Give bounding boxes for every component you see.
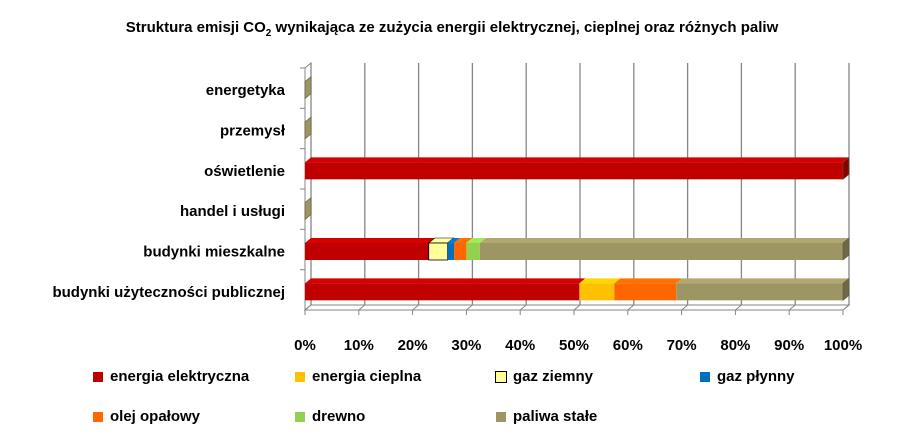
bar-segment-top xyxy=(305,157,849,163)
x-tick-label: 100% xyxy=(824,337,862,354)
category-label: budynki mieszkalne xyxy=(143,244,285,261)
bar-segment-top xyxy=(454,238,473,243)
gridline-depth xyxy=(573,304,581,311)
x-tick-label: 20% xyxy=(398,337,428,354)
bar-segment-top xyxy=(614,278,683,284)
bar-segment xyxy=(454,243,467,260)
bar-segment xyxy=(305,162,843,180)
x-tick-label: 10% xyxy=(344,337,374,354)
x-tick-label: 40% xyxy=(505,337,535,354)
bar-segment-top xyxy=(579,278,621,284)
gridline-depth xyxy=(788,304,796,311)
x-tick-label: 70% xyxy=(667,337,697,354)
bar-end-cap xyxy=(304,116,312,140)
category-label: oświetlenie xyxy=(204,163,285,180)
bar-segment xyxy=(447,243,455,260)
gridline-depth xyxy=(627,304,635,311)
x-tick-label: 80% xyxy=(720,337,750,354)
bar-end-cap xyxy=(842,277,850,301)
x-tick-label: 0% xyxy=(294,337,316,354)
category-label: przemysł xyxy=(220,123,286,140)
gridline-depth xyxy=(735,304,742,311)
chart-title: Struktura emisji CO2 wynikająca ze zużyc… xyxy=(125,19,779,39)
bar-segment-top xyxy=(447,238,461,243)
bar-segment xyxy=(676,283,843,301)
gridline-depth xyxy=(358,304,366,311)
bar-segment xyxy=(305,283,580,301)
bar-segment xyxy=(579,283,615,301)
bar-end-cap xyxy=(842,237,850,261)
category-label: budynki użyteczności publicznej xyxy=(52,284,285,301)
side-wall xyxy=(304,61,312,312)
gridline-depth xyxy=(466,304,473,311)
gridline-depth xyxy=(519,304,527,311)
x-tick-label: 60% xyxy=(613,337,643,354)
x-tick-label: 90% xyxy=(774,337,804,354)
gridline-depth xyxy=(842,304,850,311)
category-label: handel i usługi xyxy=(180,203,285,220)
x-tick-label: 30% xyxy=(451,337,481,354)
bar-end-cap xyxy=(842,156,850,180)
bar-segment xyxy=(614,283,677,301)
category-label: energetyka xyxy=(206,82,286,99)
bar-end-cap xyxy=(304,197,312,221)
bar-segment xyxy=(479,243,843,260)
bar-segment-top xyxy=(479,238,849,243)
bar-segment xyxy=(466,243,480,260)
bar-segment xyxy=(428,242,448,261)
bar-segment xyxy=(305,243,429,260)
x-tick-label: 50% xyxy=(559,337,589,354)
gridline-depth xyxy=(681,304,688,311)
bar-segment-top xyxy=(466,238,486,243)
bar-segment-top xyxy=(305,278,586,284)
bar-segment-top xyxy=(676,278,849,284)
gridline-depth xyxy=(304,304,312,311)
gridline-depth xyxy=(412,304,419,311)
bar-segment-top xyxy=(305,238,435,243)
bar-end-cap xyxy=(304,76,312,100)
